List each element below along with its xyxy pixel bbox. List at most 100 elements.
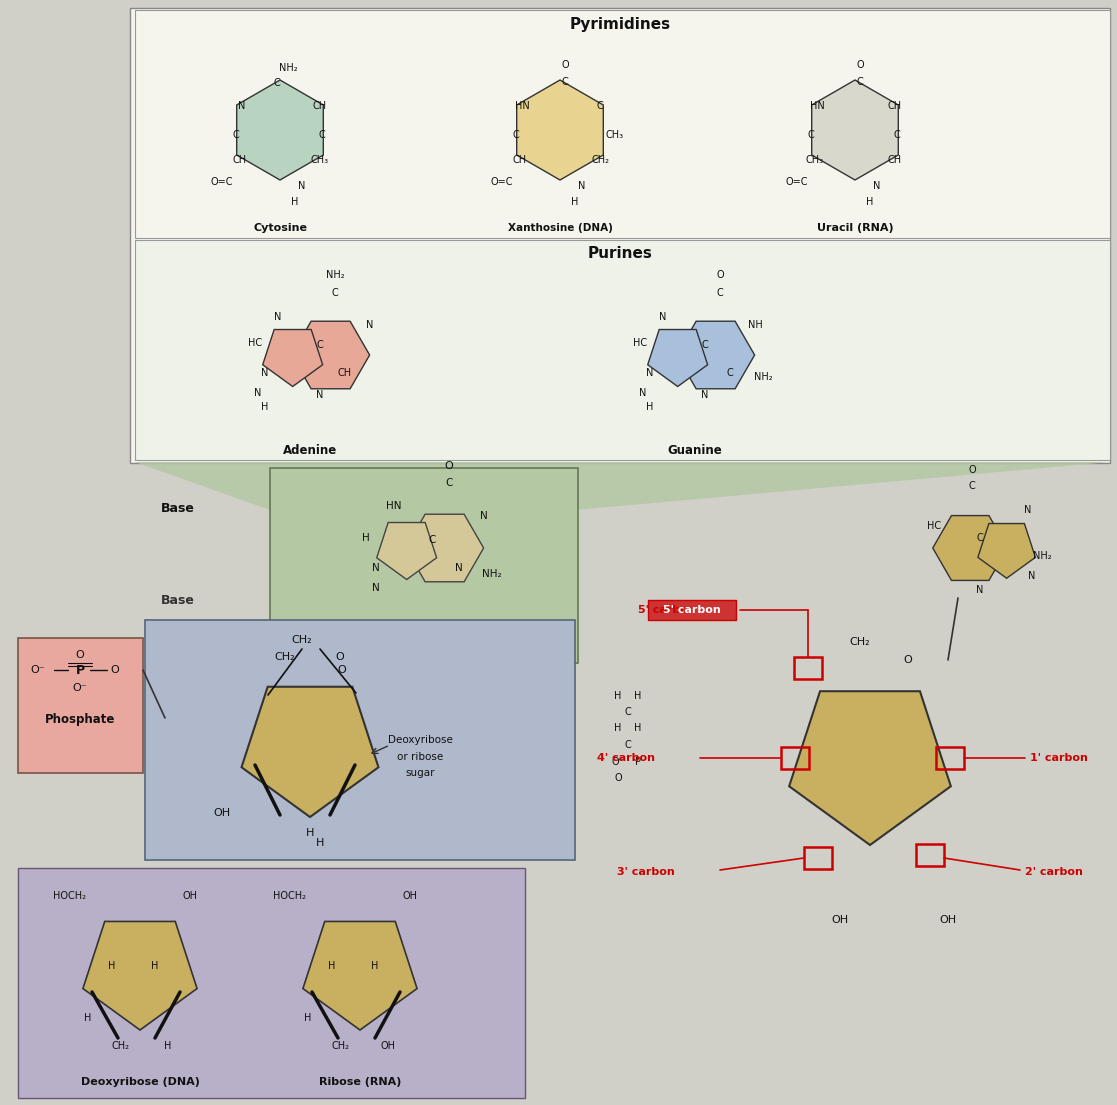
Text: OH: OH	[182, 891, 198, 901]
Text: C: C	[717, 288, 724, 298]
Bar	[648, 600, 736, 620]
Text: HC: HC	[927, 520, 941, 532]
Text: HN: HN	[386, 501, 402, 511]
Bar	[145, 620, 575, 860]
Text: HOCH₂: HOCH₂	[274, 891, 306, 901]
Polygon shape	[135, 462, 1110, 511]
Text: H: H	[304, 1013, 312, 1023]
Text: N: N	[480, 511, 488, 520]
Text: N: N	[701, 390, 708, 400]
Text: 5' carbon: 5' carbon	[663, 606, 720, 615]
Text: H: H	[614, 691, 622, 701]
Text: N: N	[372, 583, 380, 593]
Text: C: C	[624, 707, 631, 717]
Text: O⁻: O⁻	[612, 757, 624, 767]
Text: H: H	[328, 961, 336, 971]
Text: Base: Base	[161, 502, 195, 515]
Text: O: O	[111, 665, 120, 675]
Text: OH: OH	[831, 915, 849, 925]
Text: C: C	[808, 130, 814, 140]
Text: N: N	[873, 181, 880, 191]
Text: CH: CH	[338, 368, 352, 378]
Text: H: H	[634, 723, 641, 733]
Text: CH₃: CH₃	[605, 130, 624, 140]
Text: P: P	[76, 663, 85, 676]
Text: H: H	[84, 1013, 92, 1023]
Text: Ribose (RNA): Ribose (RNA)	[318, 1077, 401, 1087]
Text: N: N	[275, 312, 281, 322]
Text: 1' carbon: 1' carbon	[1030, 753, 1088, 762]
Polygon shape	[237, 80, 323, 180]
Text: 4' carbon: 4' carbon	[596, 753, 655, 762]
Text: CH₃: CH₃	[311, 155, 330, 165]
Polygon shape	[376, 523, 437, 579]
Text: CH: CH	[313, 101, 327, 110]
Polygon shape	[933, 516, 1008, 580]
Text: O: O	[968, 465, 976, 475]
Text: P: P	[634, 757, 641, 767]
Text: H: H	[164, 1041, 172, 1051]
Text: NH₂: NH₂	[278, 63, 297, 73]
Text: Xanthosine (DNA): Xanthosine (DNA)	[507, 223, 612, 233]
Bar	[794, 657, 822, 678]
Polygon shape	[405, 514, 484, 581]
Bar	[781, 747, 809, 769]
Bar	[936, 747, 964, 769]
Text: HN: HN	[515, 101, 529, 110]
Text: N: N	[639, 388, 647, 398]
Polygon shape	[677, 322, 755, 389]
Text: CH: CH	[513, 155, 527, 165]
Text: HOCH₂: HOCH₂	[54, 891, 86, 901]
Bar	[18, 869, 525, 1098]
Text: N: N	[579, 181, 585, 191]
Text: OH: OH	[381, 1041, 395, 1051]
Text: C: C	[332, 288, 338, 298]
Bar	[18, 638, 143, 773]
Text: OH: OH	[213, 808, 230, 818]
Text: Guanine: Guanine	[668, 443, 723, 456]
Text: C: C	[976, 533, 983, 543]
Text: OH: OH	[402, 891, 418, 901]
Text: N: N	[976, 585, 984, 594]
Text: H: H	[571, 197, 579, 207]
Text: C: C	[513, 130, 519, 140]
Text: O⁻: O⁻	[30, 665, 46, 675]
Text: CH₂: CH₂	[850, 636, 870, 648]
Text: OH: OH	[939, 915, 956, 925]
Text: or ribose: or ribose	[397, 753, 443, 762]
Text: HN: HN	[810, 101, 824, 110]
Text: O: O	[76, 650, 85, 660]
Text: CH: CH	[233, 155, 247, 165]
Text: CH: CH	[888, 155, 903, 165]
Text: O: O	[445, 461, 454, 471]
Text: O: O	[716, 270, 724, 280]
Text: C: C	[701, 340, 708, 350]
Text: H: H	[634, 691, 641, 701]
Text: Phosphate: Phosphate	[45, 714, 115, 726]
Text: H: H	[261, 402, 269, 412]
Text: O: O	[561, 60, 569, 70]
Text: O⁻: O⁻	[73, 683, 87, 693]
Bar	[916, 844, 944, 866]
Text: Deoxyribose (DNA): Deoxyribose (DNA)	[80, 1077, 200, 1087]
Polygon shape	[517, 80, 603, 180]
Text: C: C	[727, 368, 734, 378]
Text: Base: Base	[161, 593, 195, 607]
Text: H: H	[306, 828, 314, 838]
Text: sugar: sugar	[405, 768, 435, 778]
Text: Pyrimidines: Pyrimidines	[570, 18, 670, 32]
Text: CH₃: CH₃	[806, 155, 824, 165]
Text: O: O	[337, 665, 346, 675]
Text: 2' carbon: 2' carbon	[1025, 867, 1082, 877]
Text: H: H	[647, 402, 653, 412]
Text: CH₂: CH₂	[331, 1041, 349, 1051]
Text: Deoxyribose: Deoxyribose	[388, 735, 452, 745]
Text: N: N	[316, 390, 324, 400]
Text: CH₂: CH₂	[275, 652, 295, 662]
Text: H: H	[371, 961, 379, 971]
Polygon shape	[83, 922, 197, 1030]
Text: CH₂: CH₂	[292, 635, 313, 645]
Text: O: O	[335, 652, 344, 662]
Text: C: C	[562, 77, 569, 87]
Polygon shape	[977, 524, 1035, 578]
